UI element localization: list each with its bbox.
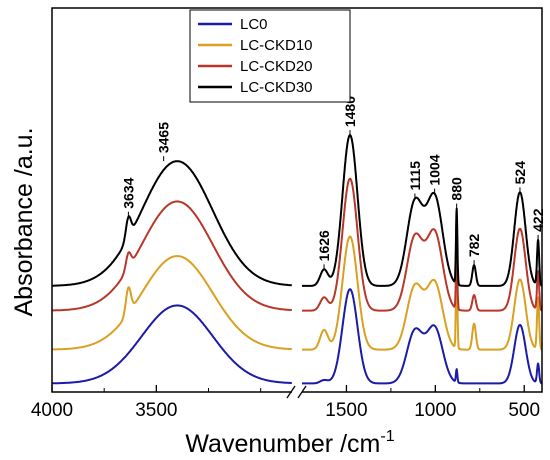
x-tick-label-1000: 1000 xyxy=(414,400,456,421)
x-axis-title: Wavenumber /cm-1 xyxy=(185,428,394,458)
axis-layer: 4000 3500 1500 1000 500 xyxy=(31,7,543,421)
series-lc-ckd10 xyxy=(51,235,543,351)
series-line-lc-ckd10-segment-1 xyxy=(51,255,293,351)
series-line-lc-ckd20-segment-2 xyxy=(301,177,543,312)
peak-label-422: 422 xyxy=(530,208,546,240)
peak-label-1115: 1115 xyxy=(407,161,423,199)
peak-label-524: 524 xyxy=(512,161,528,193)
series-lc-ckd20 xyxy=(51,177,543,312)
x-axis-title-text: Wavenumber /cm xyxy=(185,430,380,458)
peak-label-3465: 3465 xyxy=(156,122,172,162)
peak-label-text-1115: 1115 xyxy=(407,161,423,191)
series-line-lc0-segment-2 xyxy=(301,288,543,385)
x-tick-label-1500: 1500 xyxy=(325,400,367,421)
x-tick-label-4000: 4000 xyxy=(31,400,73,421)
series-line-lc0-segment-1 xyxy=(51,304,293,385)
y-axis-title: Absorbance /a.u. xyxy=(10,127,38,316)
peak-label-3634: 3634 xyxy=(120,177,136,217)
peak-label-1626: 1626 xyxy=(316,230,332,270)
peak-label-782: 782 xyxy=(466,234,482,266)
series-lc0 xyxy=(51,288,543,385)
peak-label-1004: 1004 xyxy=(427,154,443,194)
legend-label-lc0: LC0 xyxy=(240,16,268,33)
legend-label-lc-ckd20: LC-CKD20 xyxy=(240,58,313,75)
peak-label-text-880: 880 xyxy=(449,177,465,201)
peak-labels: 3634 3465 1626 1480 1115 1004 880 782 524 422 xyxy=(120,96,546,270)
axis-break-mark-left xyxy=(286,385,296,399)
legend-box xyxy=(189,9,351,103)
series-lc-ckd30 xyxy=(51,134,543,287)
series-line-lc-ckd10-segment-2 xyxy=(301,235,543,351)
peak-label-text-524: 524 xyxy=(512,161,528,185)
x-tick-label-500: 500 xyxy=(508,400,540,421)
peak-label-text-3465: 3465 xyxy=(156,122,172,153)
x-axis-title-superscript: -1 xyxy=(380,428,394,445)
series-line-lc-ckd30-segment-2 xyxy=(301,134,543,287)
peak-label-text-422: 422 xyxy=(530,208,546,232)
legend: LC0 LC-CKD10 LC-CKD20 LC-CKD30 xyxy=(189,9,351,103)
axis-break-gap xyxy=(292,386,302,398)
axis-break-mark-right xyxy=(297,385,307,399)
peak-label-text-782: 782 xyxy=(466,234,482,258)
peak-label-1480: 1480 xyxy=(342,96,358,136)
x-tick-label-3500: 3500 xyxy=(135,400,177,421)
series-line-lc-ckd20-segment-1 xyxy=(51,200,293,312)
series-layer xyxy=(51,134,543,385)
peak-label-text-1480: 1480 xyxy=(342,96,358,127)
peak-label-880: 880 xyxy=(449,177,465,209)
peak-label-text-1004: 1004 xyxy=(427,154,443,185)
series-line-lc-ckd30-segment-1 xyxy=(51,160,293,287)
peak-label-text-3634: 3634 xyxy=(120,177,136,208)
legend-label-lc-ckd30: LC-CKD30 xyxy=(240,79,313,96)
peak-label-text-1626: 1626 xyxy=(316,230,332,261)
legend-label-lc-ckd10: LC-CKD10 xyxy=(240,37,313,54)
